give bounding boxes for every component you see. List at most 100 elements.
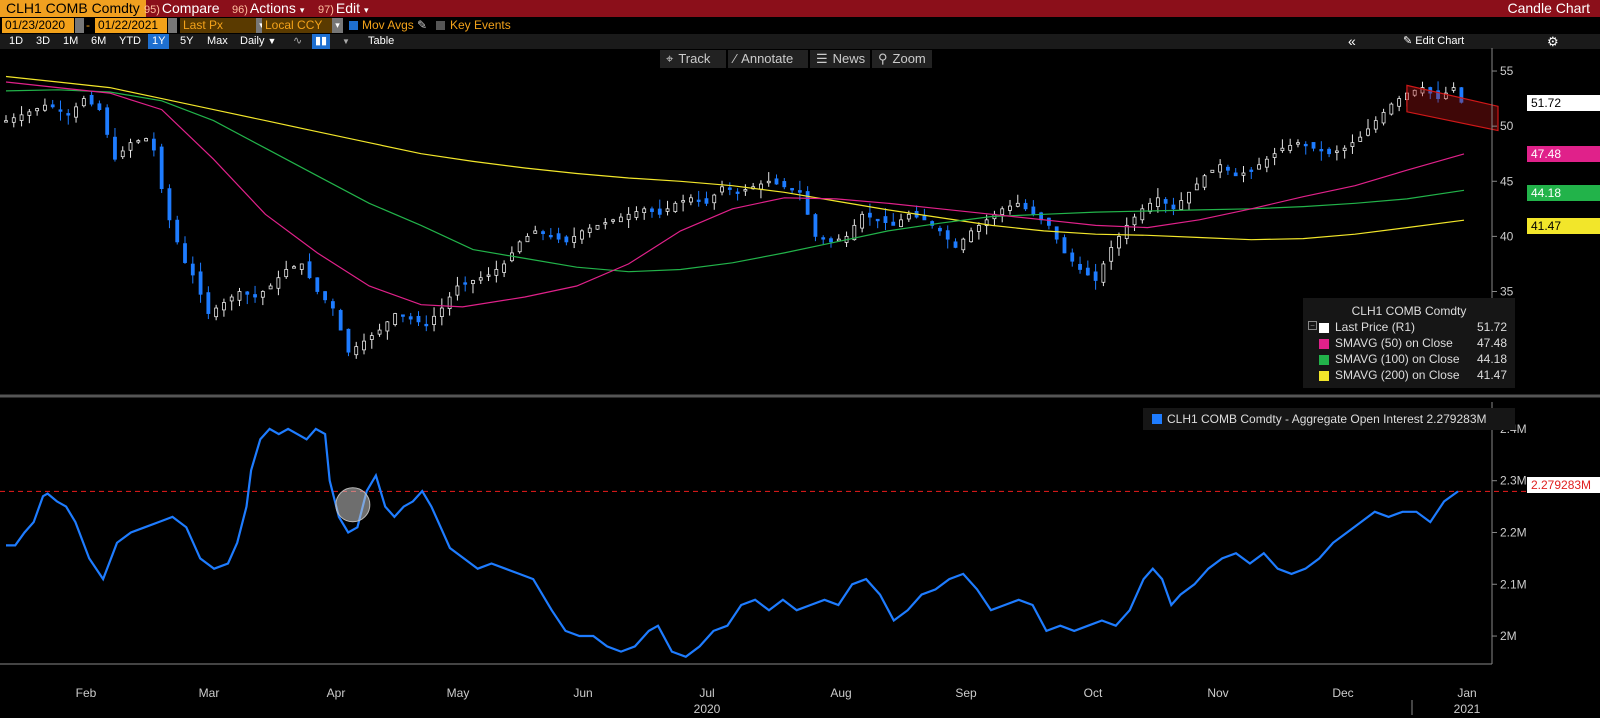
actions-dropdown-icon: ▾ [299,5,305,15]
price-field-select[interactable]: Last Px [180,18,256,33]
period-select[interactable]: Daily ▼ [240,34,276,49]
mov-avgs-checkbox[interactable] [349,21,358,30]
month-label: Mar [199,686,220,700]
oi-legend-label: CLH1 COMB Comdty - Aggregate Open Intere… [1167,412,1487,426]
candle-chart-icon[interactable]: ▮▮ [312,34,331,49]
collapse-icon[interactable]: « [1348,33,1356,49]
candle-body [1132,216,1137,226]
candle-body [1194,183,1199,191]
candle-body [533,230,538,234]
oi-tick-label: 2.3M [1500,474,1527,488]
start-calendar-icon[interactable] [75,18,84,33]
candle-body [151,138,156,151]
candle-body [424,323,429,327]
candle-body [1373,120,1378,130]
table-button[interactable]: Table [368,35,395,47]
timeframe-max[interactable]: Max [207,35,228,47]
candle-body [66,113,71,116]
pencil-icon[interactable]: ✎ [417,18,428,32]
candle-body [735,191,740,194]
candle-body [1303,143,1308,147]
annotate-tool[interactable]: ∕ Annotate [728,50,808,68]
candle-body [774,178,779,185]
candle-body [1334,150,1339,153]
legend-value-sma200: 41.47 [1476,368,1507,382]
edit-menu[interactable]: 97) Edit ▾ [318,0,369,17]
news-tool[interactable]: ☰ News [810,50,870,68]
legend-swatch-sma50 [1319,339,1329,349]
candle-body [478,277,483,281]
candle-body [1412,89,1417,96]
oi-tick-label: 2.1M [1500,577,1527,591]
candle-body [930,221,935,226]
candle-body [580,230,584,240]
timeframe-3d[interactable]: 3D [36,35,51,47]
actions-menu[interactable]: 96) Actions ▾ [232,0,304,17]
candle-body [673,202,678,212]
compare-menu[interactable]: 95) Compare [144,0,220,17]
candle-body [416,315,421,323]
start-date-input[interactable]: 01/23/2020 [2,18,74,33]
candle-body [245,291,250,295]
candle-body [1241,172,1246,176]
sma-50-line [5,81,1465,308]
price-legend: CLH1 COMB Comdty − Last Price (R1) 51.72 … [1303,298,1515,388]
candle-body [1062,237,1067,254]
candle-body [455,285,460,296]
candle-body [385,321,390,332]
price-field-dropdown-icon[interactable]: ▾ [256,18,267,33]
line-chart-icon[interactable]: ∿ [293,35,303,47]
timeframe-1d[interactable]: 1D [9,35,24,47]
zoom-tool[interactable]: ⚲ Zoom [872,50,932,68]
candle-body [868,212,872,218]
key-events-checkbox[interactable] [436,21,445,30]
candle-body [1202,175,1207,188]
candle-body [198,271,203,295]
chart-type-dropdown-icon[interactable]: ▼ [342,37,350,46]
trend-channel[interactable] [1406,84,1499,132]
candle-body [276,277,281,289]
price-tag-sma50: 47.48 [1527,146,1600,162]
candle-body [759,183,763,190]
ticker-field[interactable]: CLH1 COMB Comdty [0,0,146,17]
moving-averages [5,75,1465,308]
candle-body [634,211,639,218]
candle-body [984,219,989,227]
track-tool[interactable]: ⌖ Track [660,50,726,68]
compare-menu-num: 95) [144,4,160,16]
end-date-input[interactable]: 01/22/2021 [95,18,167,33]
end-calendar-icon[interactable] [168,18,177,33]
candle-body [1140,208,1145,221]
year-label: 2021 [1454,702,1481,716]
candle-body [362,340,366,351]
timeframe-6m[interactable]: 6M [91,35,107,47]
cursor-highlight-circle[interactable] [335,487,371,523]
compare-menu-label: Compare [161,0,220,16]
price-tag-last: 51.72 [1527,95,1600,111]
candle-body [1327,148,1331,155]
oi-legend-swatch [1152,414,1162,424]
settings-gear-icon[interactable]: ⚙ [1547,34,1559,49]
candle-body [354,346,359,356]
timeframe-ytd[interactable]: YTD [119,35,141,47]
zoom-icon: ⚲ [878,51,888,66]
candle-body [1358,136,1363,142]
candle-body [860,213,865,229]
timeframe-1m[interactable]: 1M [63,35,79,47]
edit-chart-label: Edit Chart [1415,35,1465,47]
timeframe-1y[interactable]: 1Y [148,34,170,49]
candle-body [175,219,180,243]
candle-body [1015,202,1020,207]
timeframe-5y[interactable]: 5Y [180,35,194,47]
currency-dropdown-icon[interactable]: ▾ [332,18,343,33]
candle-body [237,291,242,301]
timeframe-bar: 1D 3D 1M 6M YTD 1Y 5Y Max Daily ▼ ∿ ▮▮ ▼… [0,34,1600,49]
candle-body [19,114,24,121]
candle-body [284,269,289,278]
candle-body [74,106,78,118]
candle-body [299,263,304,270]
edit-chart-button[interactable]: ✎ Edit Chart [1403,34,1464,49]
legend-collapse-icon[interactable]: − [1308,321,1317,330]
currency-select[interactable]: Local CCY [262,18,332,33]
candle-body [743,189,748,192]
